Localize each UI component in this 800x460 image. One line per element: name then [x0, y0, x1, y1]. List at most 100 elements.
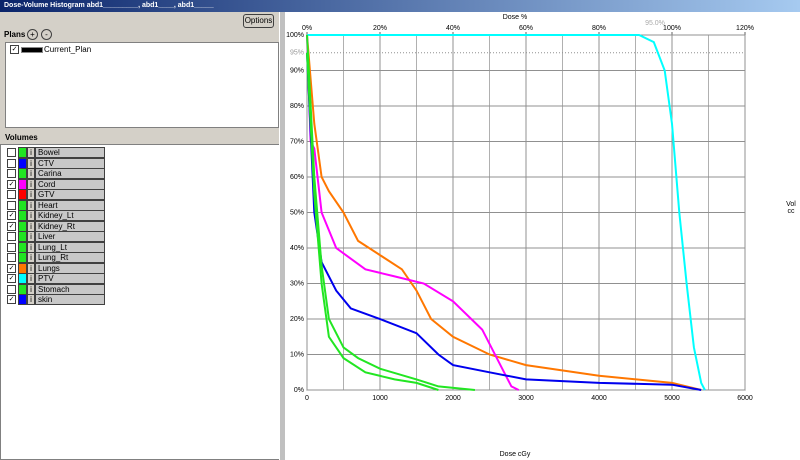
volume-color[interactable]: [18, 273, 27, 284]
volumes-list: i Bowel i CTV i Carina ✓ i Cord i GTV i Heart ✓ i Kidne…: [0, 144, 280, 460]
volume-color[interactable]: [18, 178, 27, 190]
chart: Dose % Dose cGy Vol cc 0 1000 2000 3000 4000…: [285, 12, 800, 460]
options-button[interactable]: Options: [243, 14, 274, 28]
volume-name: Heart: [35, 199, 105, 211]
volume-info-button[interactable]: i: [27, 147, 35, 158]
volume-color[interactable]: [18, 231, 27, 242]
x-tick-label: 2000: [445, 395, 461, 402]
volume-info-button[interactable]: i: [27, 157, 35, 169]
volume-color[interactable]: [18, 283, 27, 295]
y-tick-label: 95%: [290, 50, 304, 57]
volume-info-button[interactable]: i: [27, 294, 35, 305]
volume-name: Cord: [35, 178, 105, 190]
right-axis-label: Vol: [786, 201, 796, 208]
volume-name: Liver: [35, 231, 105, 242]
volume-name: PTV: [35, 273, 105, 284]
volume-color[interactable]: [18, 241, 27, 253]
x-tick-label: 6000: [737, 395, 753, 402]
volume-checkbox[interactable]: [7, 200, 16, 210]
volume-checkbox[interactable]: [7, 253, 16, 262]
x-tick-label: 5000: [664, 395, 680, 402]
volume-color[interactable]: [18, 189, 27, 200]
volume-color[interactable]: [18, 252, 27, 263]
volume-checkbox[interactable]: [7, 284, 16, 294]
dvh-curve: [306, 52, 702, 391]
top-tick-label: 60%: [519, 25, 533, 32]
window-title: Dose-Volume Histogram abd1_________, abd…: [0, 0, 800, 12]
y-tick-label: 10%: [290, 351, 304, 358]
volume-info-button[interactable]: i: [27, 210, 35, 221]
top-axis-label: Dose %: [503, 14, 528, 21]
volume-name: Kidney_Rt: [35, 220, 105, 232]
volume-checkbox[interactable]: [7, 190, 16, 199]
volume-name: Lung_Lt: [35, 241, 105, 253]
volume-name: GTV: [35, 189, 105, 200]
y-tick-label: 20%: [290, 316, 304, 323]
volume-color[interactable]: [18, 168, 27, 179]
volume-color[interactable]: [18, 220, 27, 232]
y-tick-label: 100%: [286, 32, 304, 39]
add-plan-button[interactable]: +: [27, 29, 38, 40]
volume-info-button[interactable]: i: [27, 252, 35, 263]
top-tick-label: 100%: [663, 25, 681, 32]
volume-checkbox[interactable]: [7, 158, 16, 168]
y-tick-label: 80%: [290, 103, 304, 110]
y-tick-label: 30%: [290, 280, 304, 287]
volume-color[interactable]: [18, 147, 27, 158]
annotation: 95.0%: [645, 20, 665, 27]
volume-info-button[interactable]: i: [27, 273, 35, 284]
volume-color[interactable]: [18, 262, 27, 274]
top-tick-label: 120%: [736, 25, 754, 32]
volume-info-button[interactable]: i: [27, 283, 35, 295]
volume-info-button[interactable]: i: [27, 241, 35, 253]
volume-color[interactable]: [18, 157, 27, 169]
volume-info-button[interactable]: i: [27, 262, 35, 274]
volume-info-button[interactable]: i: [27, 231, 35, 242]
dvh-curve: [306, 52, 439, 391]
right-axis-label: cc: [788, 208, 796, 215]
volume-name: Kidney_Lt: [35, 210, 105, 221]
volume-checkbox[interactable]: ✓: [7, 295, 16, 304]
remove-plan-button[interactable]: -: [41, 29, 52, 40]
volume-checkbox[interactable]: ✓: [7, 211, 16, 220]
volume-checkbox[interactable]: ✓: [7, 274, 16, 283]
top-tick-label: 40%: [446, 25, 460, 32]
plan-checkbox[interactable]: ✓: [10, 45, 19, 54]
volume-name: Bowel: [35, 147, 105, 158]
y-tick-label: 70%: [290, 138, 304, 145]
volume-name: skin: [35, 294, 105, 305]
volume-checkbox[interactable]: [7, 232, 16, 241]
x-axis-label: Dose cGy: [500, 451, 531, 458]
plan-swatch: [21, 47, 43, 53]
volume-info-button[interactable]: i: [27, 168, 35, 179]
y-tick-label: 50%: [290, 209, 304, 216]
volume-info-button[interactable]: i: [27, 189, 35, 200]
volume-checkbox[interactable]: [7, 169, 16, 178]
top-tick-label: 80%: [592, 25, 606, 32]
volumes-label: Volumes: [5, 133, 38, 142]
volume-checkbox[interactable]: ✓: [7, 263, 16, 273]
volume-checkbox[interactable]: ✓: [7, 179, 16, 189]
plans-list: ✓ Current_Plan: [5, 42, 279, 128]
volume-checkbox[interactable]: [7, 148, 16, 157]
y-tick-label: 60%: [290, 174, 304, 181]
plans-label: Plans: [4, 30, 26, 39]
dvh-curve: [306, 34, 475, 391]
y-tick-label: 0%: [294, 387, 304, 394]
volume-color[interactable]: [18, 210, 27, 221]
top-tick-label: 20%: [373, 25, 387, 32]
volume-info-button[interactable]: i: [27, 199, 35, 211]
volume-info-button[interactable]: i: [27, 178, 35, 190]
volume-checkbox[interactable]: ✓: [7, 221, 16, 231]
plan-name: Current_Plan: [44, 45, 92, 54]
volume-color[interactable]: [18, 294, 27, 305]
volume-color[interactable]: [18, 199, 27, 211]
volume-checkbox[interactable]: [7, 242, 16, 252]
y-tick-label: 90%: [290, 67, 304, 74]
volume-name: Lung_Rt: [35, 252, 105, 263]
volume-name: Carina: [35, 168, 105, 179]
volume-info-button[interactable]: i: [27, 220, 35, 232]
volume-name: Lungs: [35, 262, 105, 274]
x-tick-label: 4000: [591, 395, 607, 402]
